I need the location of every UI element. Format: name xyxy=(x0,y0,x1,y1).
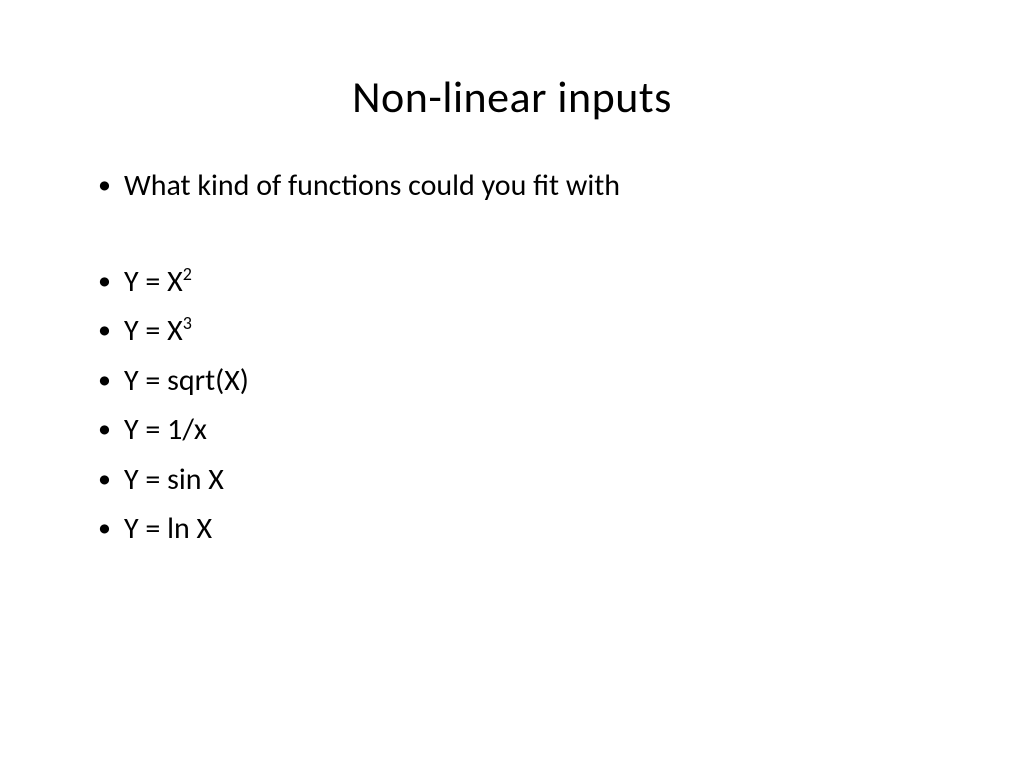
list-item: Y = ln X xyxy=(90,507,934,551)
blank-line xyxy=(90,214,934,254)
intro-bullet: What kind of functions could you fit wit… xyxy=(90,164,934,208)
item-sup: 3 xyxy=(183,312,192,334)
item-prefix: Y = 1/x xyxy=(124,411,207,448)
slide-title: Non-linear inputs xyxy=(90,70,934,124)
list-item: Y = X2 xyxy=(90,260,934,304)
item-sup: 2 xyxy=(183,263,192,285)
list-item: Y = sin X xyxy=(90,458,934,502)
slide: Non-linear inputs What kind of functions… xyxy=(0,0,1024,768)
list-item: Y = X3 xyxy=(90,309,934,353)
item-prefix: Y = ln X xyxy=(124,510,212,547)
item-prefix: Y = X xyxy=(124,312,183,349)
item-prefix: Y = X xyxy=(124,263,183,300)
list-item: Y = sqrt(X) xyxy=(90,359,934,403)
slide-body: What kind of functions could you fit wit… xyxy=(90,164,934,551)
intro-text: What kind of functions could you fit wit… xyxy=(124,167,620,204)
list-item: Y = 1/x xyxy=(90,408,934,452)
item-prefix: Y = sqrt(X) xyxy=(124,362,249,399)
item-prefix: Y = sin X xyxy=(124,461,224,498)
